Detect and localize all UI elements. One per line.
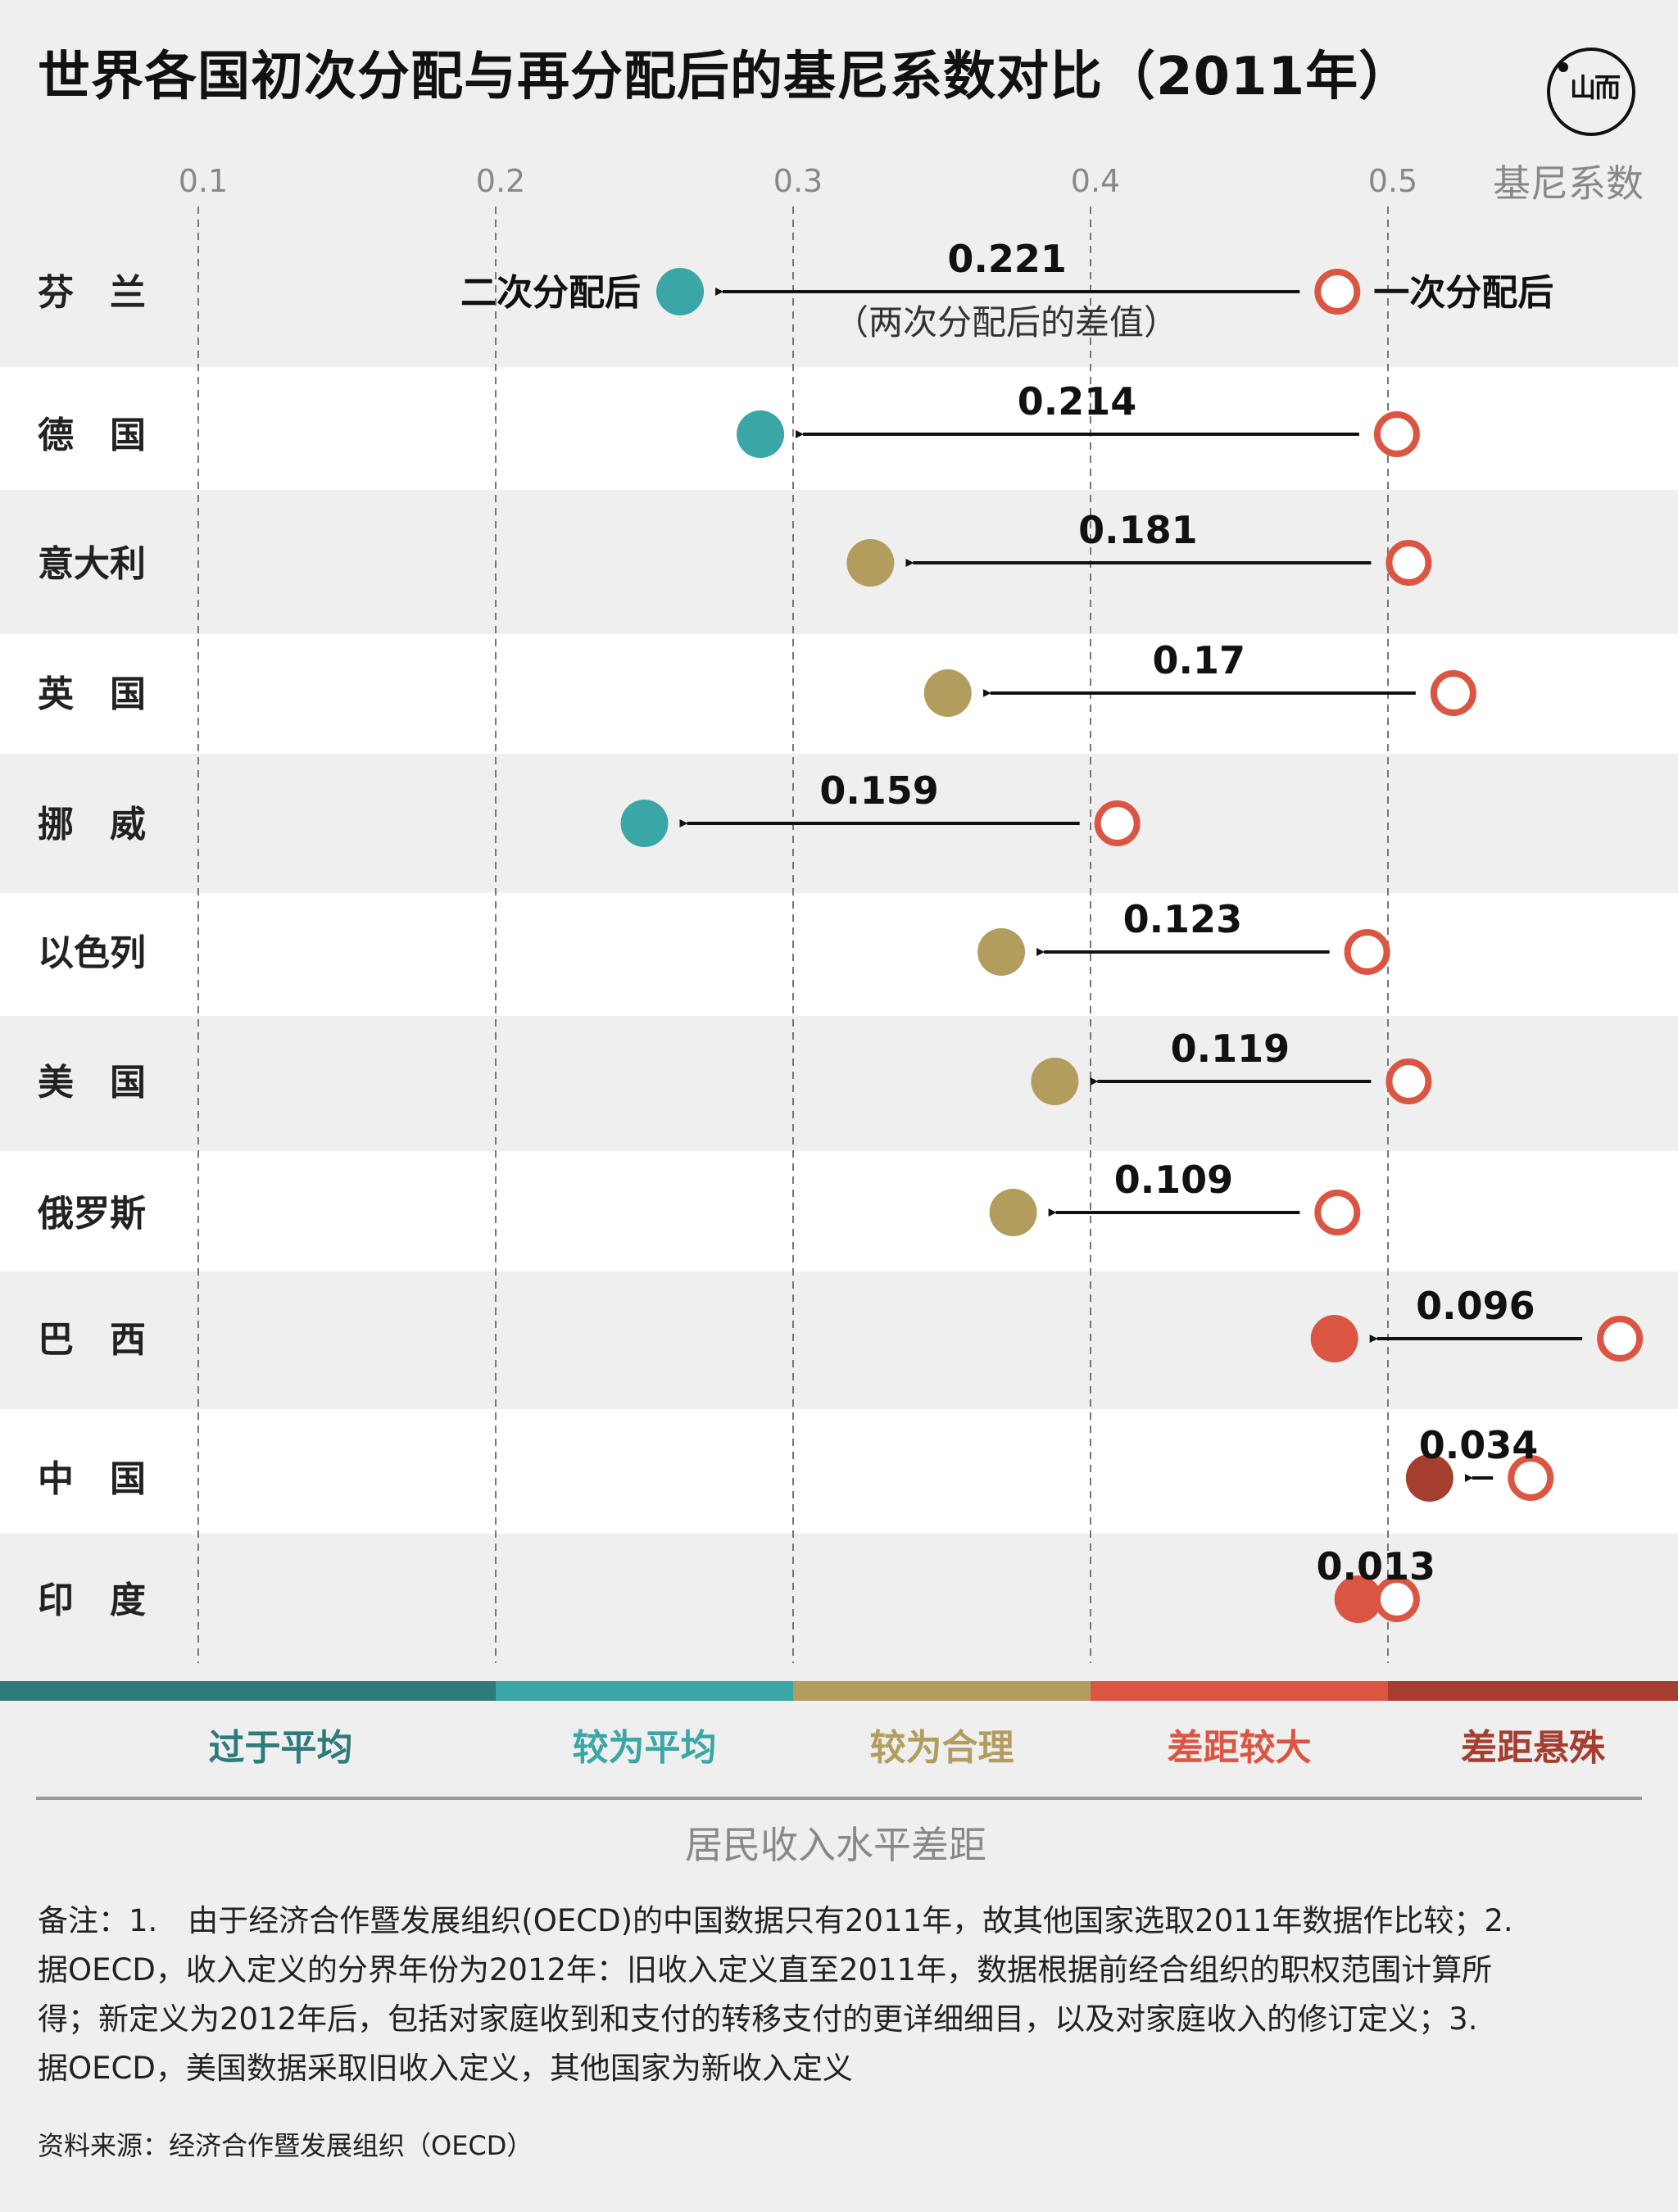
before-point [1385, 1058, 1432, 1104]
tick-label-4: 0.5 [1368, 163, 1417, 199]
before-point [1373, 1576, 1420, 1622]
note-line-4: 据OECD，美国数据采取旧收入定义，其他国家为新收入定义 [38, 2051, 853, 2086]
band-label-0: 过于平均 [209, 1727, 353, 1769]
row-0: 芬 兰 0.221 [38, 237, 1361, 315]
diff-label: 0.159 [819, 768, 939, 813]
row-band-5 [0, 893, 1678, 1016]
country-label: 俄罗斯 [37, 1193, 146, 1235]
after-point [1310, 1315, 1358, 1362]
before-point [1373, 411, 1420, 457]
after-point [1405, 1454, 1454, 1502]
after-point [620, 800, 669, 847]
band-bar-1 [496, 1681, 793, 1701]
band-bar-0 [0, 1681, 496, 1701]
country-label: 德 国 [38, 415, 146, 456]
diff-label: 0.221 [947, 237, 1067, 281]
note-line-3: 得；新定义为2012年后，包括对家庭收到和支付的转移支付的更详细细目，以及对家庭… [38, 2001, 1478, 2037]
row-9: 中 国 0.034 [38, 1423, 1554, 1502]
before-point [1597, 1316, 1644, 1362]
brand-logo: 山而 [1547, 48, 1635, 136]
note-line-1: 备注：1. 由于经济合作暨发展组织(OECD)的中国数据只有2011年，故其他国… [38, 1903, 1513, 1938]
after-point [989, 1189, 1037, 1236]
country-label: 中 国 [38, 1458, 146, 1500]
country-label: 以色列 [38, 932, 146, 974]
band-axis-label: 居民收入水平差距 [685, 1823, 986, 1867]
after-point [656, 268, 705, 315]
diff-label: 0.119 [1171, 1027, 1290, 1071]
row-5: 以色列 0.123 [38, 897, 1390, 976]
country-label: 英 国 [38, 673, 146, 715]
row-band-9 [0, 1409, 1678, 1534]
tick-label-1: 0.2 [476, 163, 525, 199]
row-band-1 [0, 367, 1678, 490]
tick-label-3: 0.4 [1071, 163, 1120, 199]
band-label-4: 差距悬殊 [1461, 1727, 1606, 1769]
before-point [1094, 800, 1141, 846]
after-point [1334, 1575, 1382, 1623]
diff-label: 0.096 [1416, 1284, 1535, 1328]
row-7: 俄罗斯 0.109 [37, 1158, 1361, 1236]
row-3: 英 国 0.17 [38, 638, 1476, 717]
tick-label-0: 0.1 [179, 163, 228, 199]
row-band-7 [0, 1151, 1678, 1271]
before-point [1430, 670, 1476, 716]
diff-label: 0.17 [1153, 638, 1246, 682]
diff-label: 0.181 [1078, 508, 1198, 552]
country-label: 印 度 [38, 1580, 146, 1621]
source-note: 资料来源：经济合作暨发展组织（OECD） [38, 2130, 533, 2161]
after-point [1031, 1058, 1079, 1105]
band-bar-2 [793, 1681, 1091, 1701]
before-point [1508, 1455, 1554, 1501]
country-label: 芬 兰 [38, 272, 146, 314]
band-label-1: 较为平均 [573, 1727, 717, 1769]
before-point [1385, 540, 1432, 586]
note-line-2: 据OECD，收入定义的分界年份为2012年：旧收入定义直至2011年，数据根据前… [38, 1952, 1493, 1988]
logo-dot [1558, 62, 1568, 72]
after-point [977, 928, 1026, 976]
row-10: 印 度 0.013 [38, 1544, 1435, 1623]
row-4: 挪 威 0.159 [38, 768, 1141, 847]
axis-label: 基尼系数 [1493, 161, 1644, 206]
diff-label: 0.034 [1419, 1423, 1539, 1467]
after-point [846, 539, 895, 587]
before-point [1344, 929, 1390, 975]
legend-diff-note: （两次分配后的差值） [834, 302, 1178, 342]
diff-label: 0.013 [1317, 1544, 1436, 1589]
dumbbell-chart: 0.1 0.2 0.3 0.4 0.5 基尼系数 芬 兰 0.221 德 国 0.214 意大利 0… [0, 161, 1678, 1867]
logo-mark: 山而 [1570, 72, 1621, 103]
row-band-3 [0, 634, 1678, 754]
band-label-2: 较为合理 [870, 1727, 1014, 1769]
before-point [1314, 269, 1361, 315]
band-bar-4 [1388, 1681, 1678, 1701]
band-bar-3 [1091, 1681, 1388, 1701]
band-label-3: 差距较大 [1168, 1727, 1312, 1769]
row-6: 美 国 0.119 [38, 1027, 1432, 1105]
chart-title: 世界各国初次分配与再分配后的基尼系数对比（2011年） [38, 47, 1413, 107]
diff-label: 0.123 [1123, 897, 1243, 941]
before-point [1314, 1190, 1361, 1235]
row-1: 德 国 0.214 [38, 379, 1420, 458]
country-label: 美 国 [38, 1062, 146, 1104]
after-point [737, 410, 785, 458]
after-point [923, 669, 972, 717]
tick-label-2: 0.3 [773, 163, 823, 199]
country-label: 巴 西 [38, 1319, 146, 1361]
diff-label: 0.214 [1018, 379, 1137, 424]
row-8: 巴 西 0.096 [38, 1284, 1644, 1362]
legend-after-label: 二次分配后 [460, 272, 641, 314]
legend-before-label: 一次分配后 [1373, 272, 1553, 314]
country-label: 挪 威 [38, 804, 146, 845]
diff-label: 0.109 [1114, 1158, 1234, 1202]
country-label: 意大利 [38, 543, 146, 585]
row-2: 意大利 0.181 [38, 508, 1432, 587]
